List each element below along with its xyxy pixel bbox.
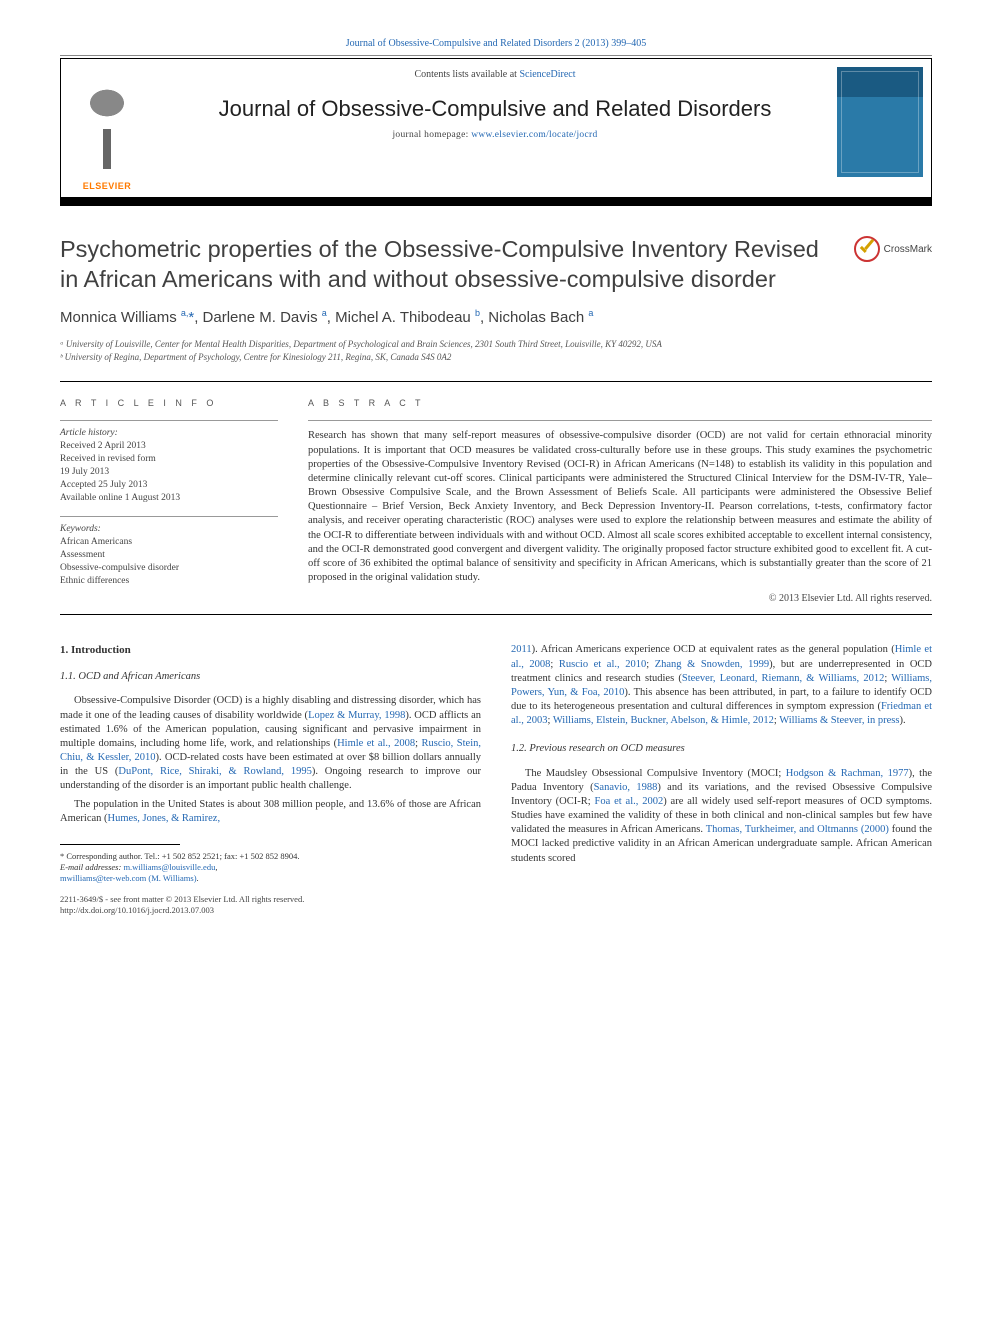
divider xyxy=(60,55,932,56)
crossmark-icon xyxy=(854,236,880,262)
corresponding-author-footnote: * Corresponding author. Tel.: +1 502 852… xyxy=(60,851,481,884)
top-citation-link[interactable]: Journal of Obsessive-Compulsive and Rela… xyxy=(60,38,932,49)
subsection-heading: 1.2. Previous research on OCD measures xyxy=(511,742,932,756)
keywords-label: Keywords: xyxy=(60,523,278,536)
keyword: Ethnic differences xyxy=(60,575,278,588)
affiliation-b: ᵇ University of Regina, Department of Ps… xyxy=(60,351,932,363)
journal-name: Journal of Obsessive-Compulsive and Rela… xyxy=(161,96,829,122)
footer-meta: 2211-3649/$ - see front matter © 2013 El… xyxy=(60,894,481,916)
abstract-column: A B S T R A C T Research has shown that … xyxy=(308,398,932,604)
keyword: African Americans xyxy=(60,536,278,549)
article-info-heading: A R T I C L E I N F O xyxy=(60,398,278,408)
citation-link[interactable]: Hodgson & Rachman, 1977 xyxy=(786,768,909,779)
history-label: Article history: xyxy=(60,427,278,440)
homepage-link[interactable]: www.elsevier.com/locate/jocrd xyxy=(471,130,597,140)
citation-link[interactable]: Foa et al., 2002 xyxy=(595,796,664,807)
body-columns: 1. Introduction 1.1. OCD and African Ame… xyxy=(60,643,932,916)
footnote-separator xyxy=(60,844,180,845)
divider xyxy=(308,420,932,421)
publisher-logo: ELSEVIER xyxy=(61,59,153,197)
left-column: 1. Introduction 1.1. OCD and African Ame… xyxy=(60,643,481,916)
footnote-emails: E-mail addresses: m.williams@louisville.… xyxy=(60,862,481,873)
citation-link[interactable]: 2011 xyxy=(511,644,532,655)
divider xyxy=(60,381,932,382)
citation-link[interactable]: Lopez & Murray, 1998 xyxy=(308,710,405,721)
history-item: Received in revised form xyxy=(60,453,278,466)
abstract-heading: A B S T R A C T xyxy=(308,398,932,408)
paragraph: Obsessive-Compulsive Disorder (OCD) is a… xyxy=(60,694,481,793)
history-item: Accepted 25 July 2013 xyxy=(60,479,278,492)
page: Journal of Obsessive-Compulsive and Rela… xyxy=(0,0,992,956)
elsevier-tree-icon xyxy=(72,89,142,179)
keyword: Obsessive-compulsive disorder xyxy=(60,562,278,575)
citation-link[interactable]: Humes, Jones, & Ramirez, xyxy=(108,813,221,824)
paragraph: 2011). African Americans experience OCD … xyxy=(511,643,932,728)
article-history: Article history: Received 2 April 2013 R… xyxy=(60,420,278,504)
abstract-text: Research has shown that many self-report… xyxy=(308,429,932,585)
citation-link[interactable]: Ruscio et al., 2010 xyxy=(559,659,646,670)
right-column: 2011). African Americans experience OCD … xyxy=(511,643,932,916)
journal-header: ELSEVIER Contents lists available at Sci… xyxy=(60,58,932,206)
citation-link[interactable]: Zhang & Snowden, 1999 xyxy=(655,659,769,670)
crossmark-label: CrossMark xyxy=(884,244,932,255)
citation-link[interactable]: Sanavio, 1988 xyxy=(594,782,658,793)
email-link[interactable]: m.williams@louisville.edu xyxy=(123,862,215,872)
citation-link[interactable]: DuPont, Rice, Shiraki, & Rowland, 1995 xyxy=(118,766,311,777)
publisher-name: ELSEVIER xyxy=(83,181,132,191)
citation-link[interactable]: Williams, Elstein, Buckner, Abelson, & H… xyxy=(553,715,774,726)
citation-link[interactable]: Himle et al., 2008 xyxy=(337,738,415,749)
authors: Monnica Williams a,*, Darlene M. Davis a… xyxy=(60,308,932,326)
history-item: Available online 1 August 2013 xyxy=(60,492,278,505)
copyright: © 2013 Elsevier Ltd. All rights reserved… xyxy=(308,593,932,604)
homepage-prefix: journal homepage: xyxy=(392,130,471,140)
crossmark-badge[interactable]: CrossMark xyxy=(854,236,932,262)
keyword: Assessment xyxy=(60,549,278,562)
paragraph: The Maudsley Obsessional Compulsive Inve… xyxy=(511,767,932,866)
keywords-block: Keywords: African Americans Assessment O… xyxy=(60,516,278,587)
email-link[interactable]: mwilliams@ter-web.com (M. Williams) xyxy=(60,873,197,883)
paragraph: The population in the United States is a… xyxy=(60,798,481,826)
subsection-heading: 1.1. OCD and African Americans xyxy=(60,670,481,684)
citation-link[interactable]: Thomas, Turkheimer, and Oltmanns (2000) xyxy=(706,824,889,835)
doi-line: http://dx.doi.org/10.1016/j.jocrd.2013.0… xyxy=(60,905,481,916)
header-bar xyxy=(61,197,931,205)
email-label: E-mail addresses: xyxy=(60,862,123,872)
citation-link[interactable]: Steever, Leonard, Riemann, & Williams, 2… xyxy=(682,673,885,684)
contents-line: Contents lists available at ScienceDirec… xyxy=(161,69,829,80)
article-info-column: A R T I C L E I N F O Article history: R… xyxy=(60,398,278,604)
footnote-emails: mwilliams@ter-web.com (M. Williams). xyxy=(60,873,481,884)
article-title: Psychometric properties of the Obsessive… xyxy=(60,234,842,294)
footnote-line: * Corresponding author. Tel.: +1 502 852… xyxy=(60,851,481,862)
contents-prefix: Contents lists available at xyxy=(414,69,519,80)
divider xyxy=(60,614,932,615)
history-item: 19 July 2013 xyxy=(60,466,278,479)
history-item: Received 2 April 2013 xyxy=(60,440,278,453)
section-heading: 1. Introduction xyxy=(60,643,481,658)
journal-cover-thumb xyxy=(837,67,923,177)
homepage-line: journal homepage: www.elsevier.com/locat… xyxy=(161,130,829,140)
issn-line: 2211-3649/$ - see front matter © 2013 El… xyxy=(60,894,481,905)
citation-link[interactable]: Williams & Steever, in press xyxy=(779,715,899,726)
affiliation-a: ᵃ University of Louisville, Center for M… xyxy=(60,338,932,350)
sciencedirect-link[interactable]: ScienceDirect xyxy=(519,69,575,80)
